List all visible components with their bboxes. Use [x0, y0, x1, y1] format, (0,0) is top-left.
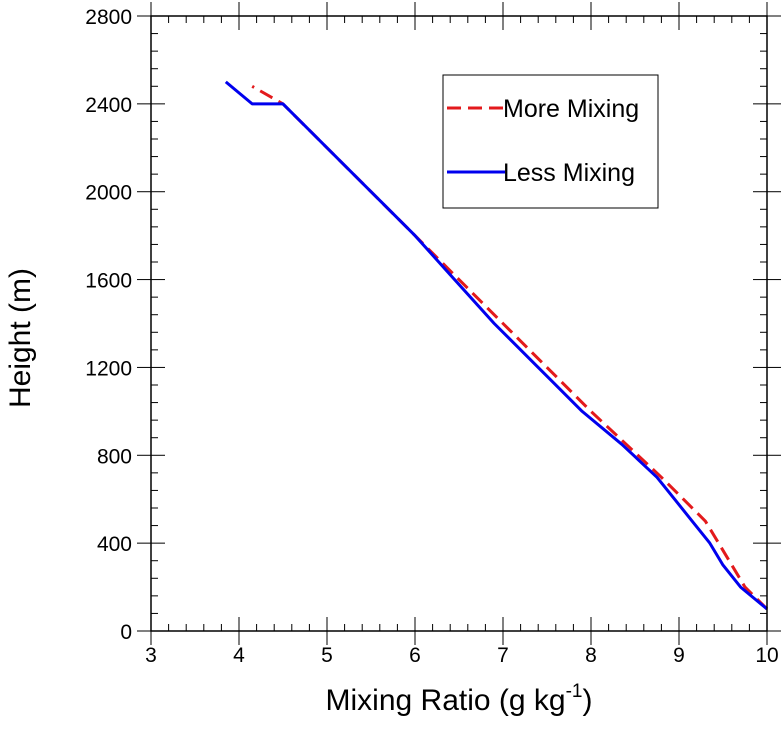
legend-box: [442, 74, 659, 209]
x-tick-label: 8: [585, 644, 597, 667]
y-tick-label: 800: [97, 445, 132, 468]
x-tick-label: 5: [321, 644, 333, 667]
x-tick-label: 7: [497, 644, 509, 667]
x-tick-label: 3: [145, 644, 157, 667]
y-tick-label: 2400: [85, 94, 132, 117]
x-tick-label: 9: [673, 644, 685, 667]
x-tick-label: 4: [233, 644, 245, 667]
y-tick-label: 0: [120, 621, 132, 644]
x-axis-title-main: Mixing Ratio (g kg: [326, 684, 566, 717]
y-tick-label: 1600: [85, 270, 132, 293]
x-tick-labels: 3 4 5 6 7 8 9 10: [145, 644, 779, 667]
y-tick-label: 1200: [85, 357, 132, 380]
x-axis-title-superscript: -1: [566, 681, 583, 702]
y-tick-label: 2000: [85, 182, 132, 205]
x-tick-label: 6: [409, 644, 421, 667]
plot-frame: [150, 15, 768, 632]
series-lines: [224, 80, 769, 611]
y-axis-title: Height (m): [4, 268, 37, 408]
x-axis-title: Mixing Ratio (g kg-1): [326, 681, 593, 717]
series-line-1: [224, 80, 768, 611]
y-tick-labels: 0 400 800 1200 1600 2000 2400 2800: [85, 6, 132, 644]
axis-ticks: [137, 2, 781, 645]
legend-label-more-mixing: More Mixing: [503, 95, 639, 123]
x-tick-label: 10: [755, 644, 778, 667]
legend-label-less-mixing: Less Mixing: [503, 159, 635, 187]
x-axis-title-suffix: ): [583, 684, 593, 717]
y-tick-label: 2800: [85, 6, 132, 29]
legend: More Mixing Less Mixing: [442, 74, 659, 209]
y-tick-label: 400: [97, 533, 132, 556]
